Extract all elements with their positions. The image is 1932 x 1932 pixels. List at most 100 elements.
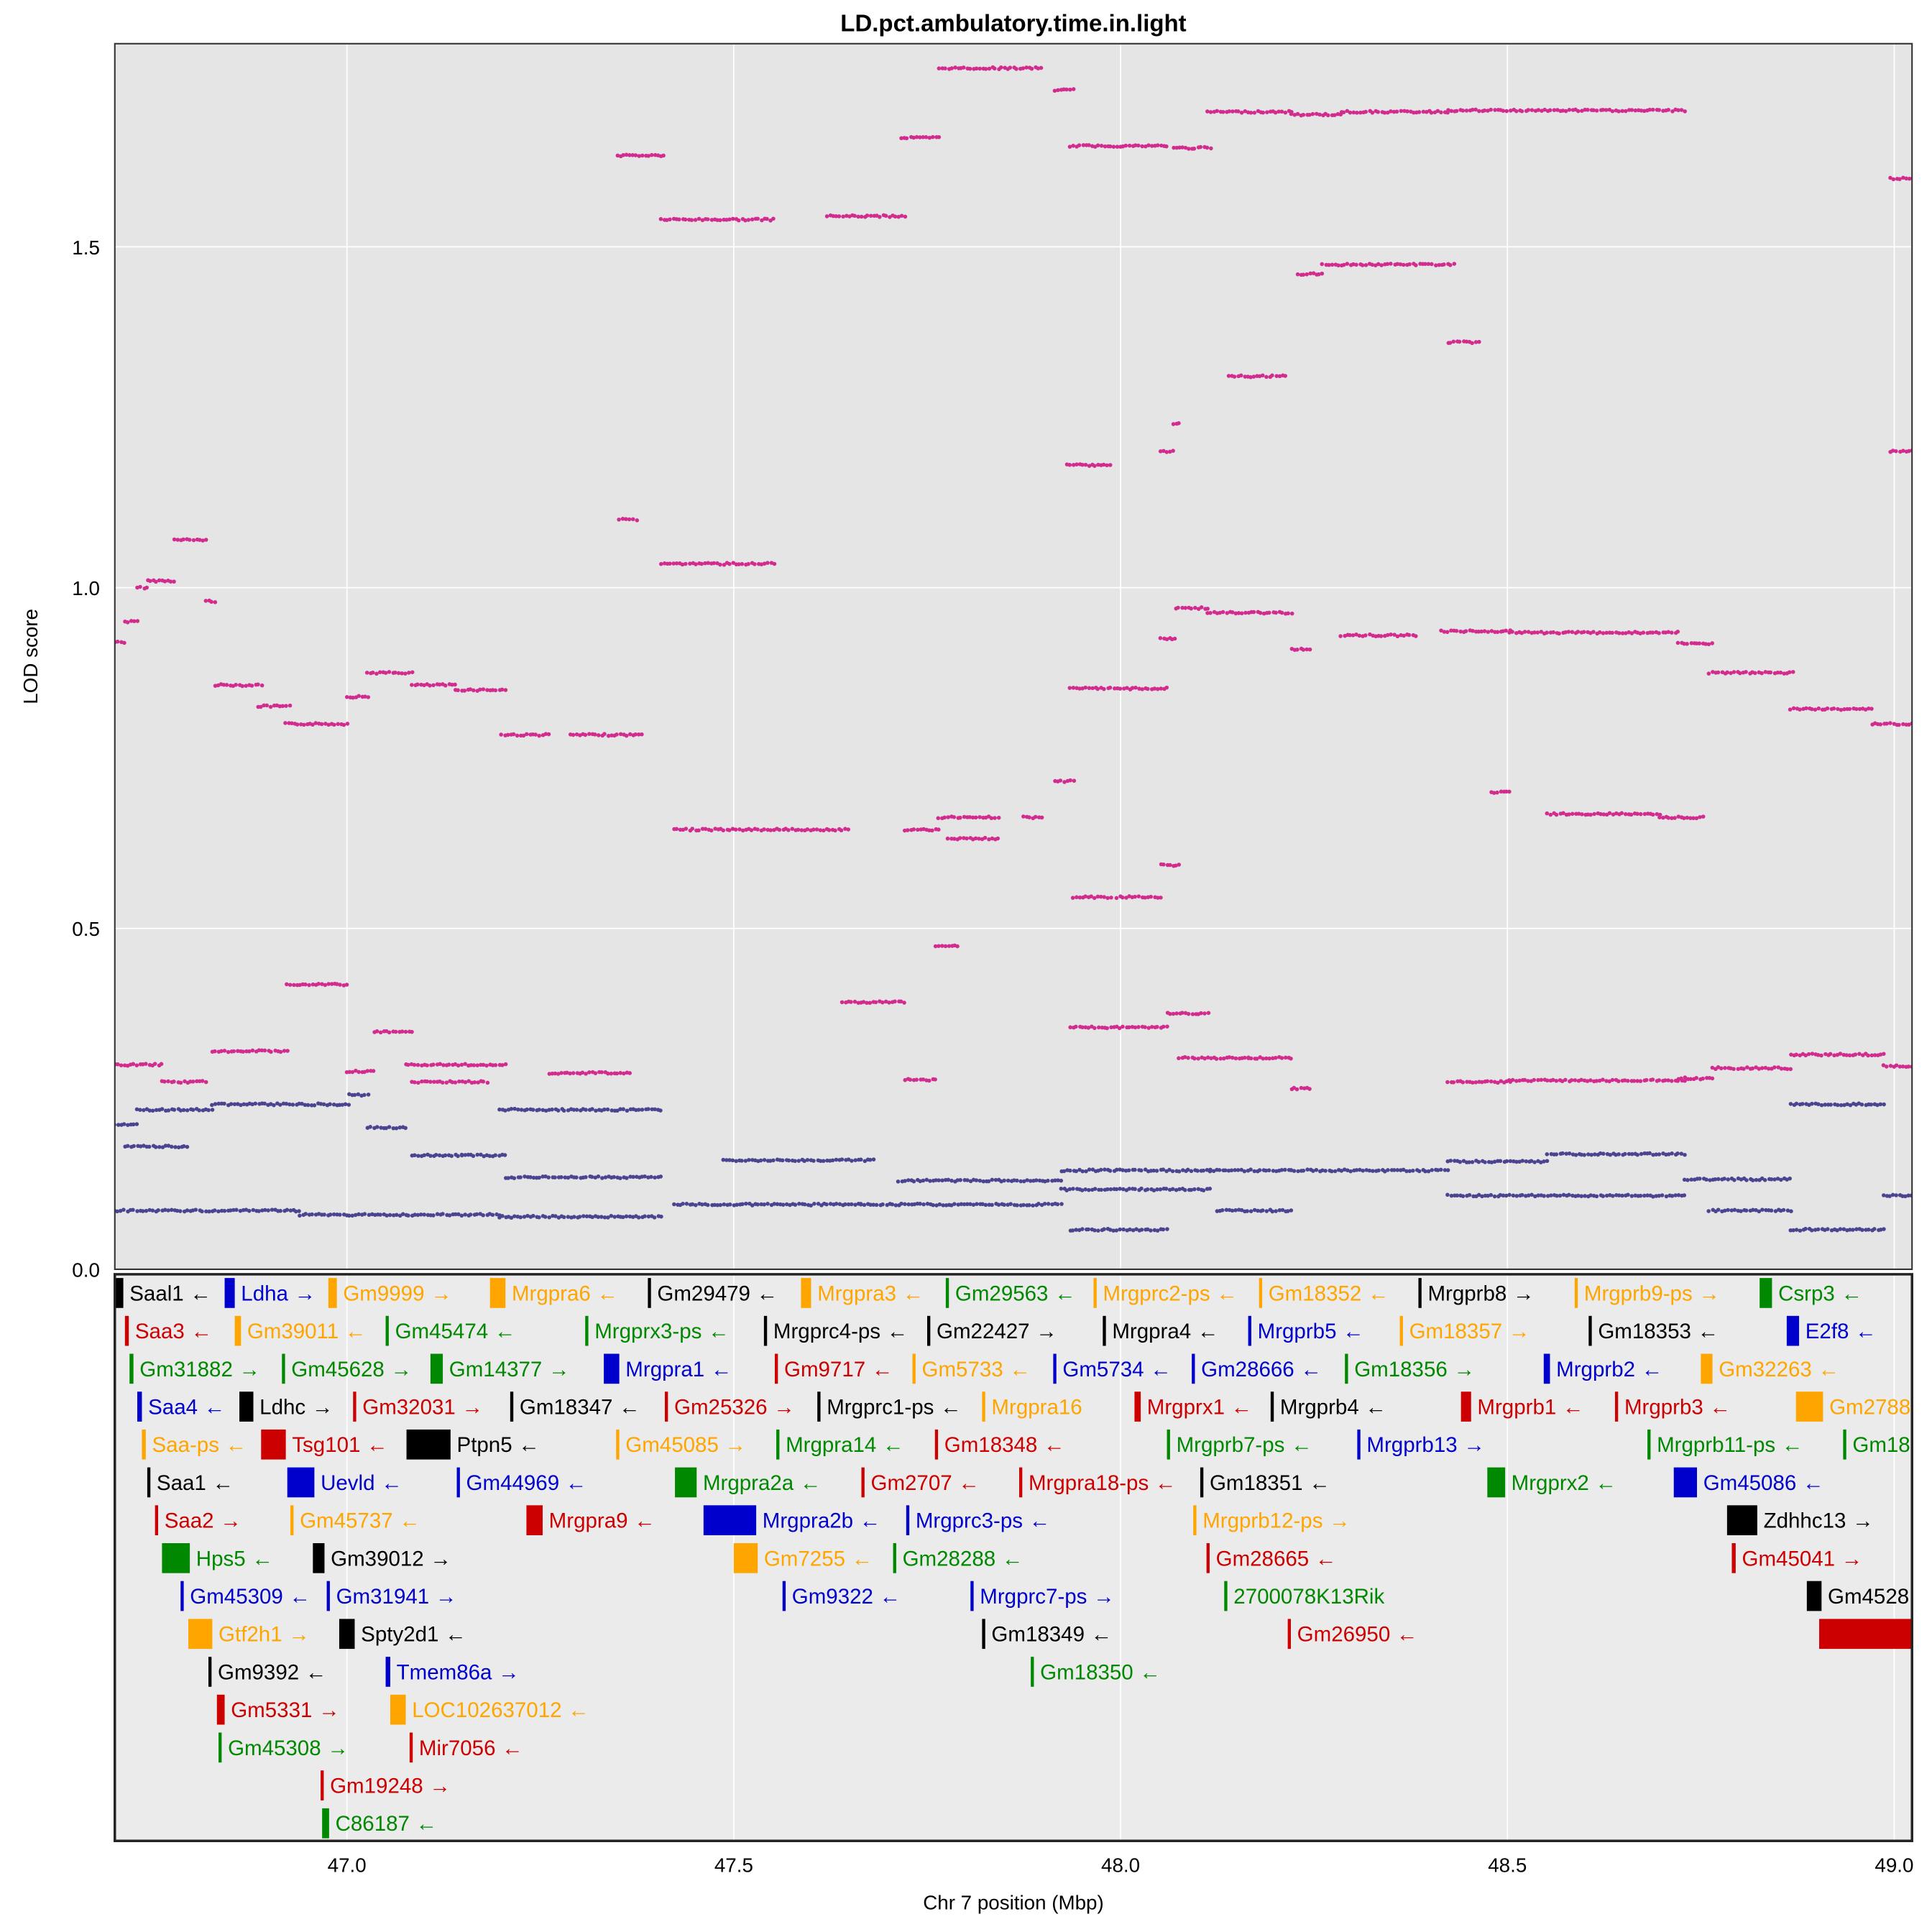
purple-point [190, 1108, 196, 1112]
strand-arrow-icon: ← [190, 1320, 212, 1343]
purple-point [596, 1215, 601, 1219]
pink-point [1471, 107, 1475, 112]
pink-point [1174, 863, 1178, 868]
pink-point [996, 815, 1001, 820]
pink-point [689, 218, 694, 222]
purple-point [1461, 1159, 1466, 1164]
strand-arrow-icon: ← [1782, 1433, 1803, 1457]
purple-point [422, 1213, 426, 1217]
purple-point [1208, 1169, 1213, 1174]
strand-arrow-icon: ← [518, 1433, 540, 1457]
purple-point [1791, 1228, 1795, 1233]
pink-point [481, 1080, 486, 1084]
pink-point [1068, 87, 1072, 92]
purple-point [1177, 1169, 1182, 1174]
gene-bar [1134, 1392, 1141, 1422]
pink-point [1155, 686, 1160, 691]
strand-arrow-icon: ← [1855, 1320, 1877, 1343]
purple-point [649, 1174, 653, 1179]
pink-point [1320, 271, 1325, 276]
pink-point [730, 827, 735, 831]
purple-point [1348, 1169, 1353, 1174]
pink-point [320, 982, 324, 986]
pink-point [1279, 610, 1284, 615]
pink-point [1673, 816, 1677, 820]
purple-point [906, 1178, 911, 1182]
pink-point [1209, 146, 1213, 151]
pink-point [1149, 894, 1153, 899]
pink-point [292, 983, 296, 988]
gene-name: Mrgpra18-ps [1029, 1471, 1149, 1495]
purple-point [805, 1158, 810, 1162]
pink-point [341, 722, 346, 727]
gene-label: Gm14377 → [449, 1358, 570, 1381]
pink-point [335, 982, 339, 986]
purple-point [1118, 1227, 1122, 1232]
purple-point [735, 1202, 739, 1207]
pink-point [1267, 610, 1271, 615]
strand-arrow-icon: ← [1368, 1282, 1389, 1305]
purple-point [531, 1213, 535, 1218]
strand-arrow-icon: → [312, 1395, 334, 1419]
purple-point [1673, 1193, 1678, 1197]
strand-arrow-icon: ← [1563, 1395, 1584, 1419]
pink-point [1451, 1080, 1456, 1085]
pink-point [1133, 685, 1138, 690]
purple-point [384, 1126, 389, 1131]
pink-point [1526, 1079, 1530, 1083]
purple-point [331, 1102, 336, 1107]
purple-point [1816, 1102, 1821, 1107]
pink-point [1311, 271, 1316, 275]
pink-point [1376, 109, 1380, 114]
purple-point [1869, 1102, 1874, 1107]
pink-point [1389, 632, 1393, 637]
pink-point [1504, 628, 1508, 633]
purple-point [1657, 1193, 1662, 1198]
pink-point [370, 670, 375, 675]
purple-point [1480, 1194, 1484, 1199]
pink-point [1670, 1079, 1674, 1083]
purple-point [1134, 1227, 1138, 1231]
pink-point [1083, 685, 1087, 690]
pink-point [1033, 814, 1038, 819]
purple-point [1277, 1208, 1282, 1213]
purple-point [924, 1177, 929, 1182]
purple-point [1842, 1103, 1846, 1108]
pink-point [1289, 111, 1294, 116]
pink-point [887, 1000, 891, 1005]
pink-point [1345, 109, 1350, 114]
purple-point [627, 1214, 632, 1219]
strand-arrow-icon: ← [708, 1320, 730, 1343]
purple-point [921, 1202, 926, 1207]
purple-point [837, 1202, 842, 1207]
pink-point [1548, 812, 1553, 817]
purple-point [630, 1215, 635, 1219]
pink-point [144, 585, 149, 590]
purple-point [403, 1126, 408, 1131]
gene-name: Gm45308 [228, 1736, 321, 1760]
pink-point [524, 732, 529, 737]
gene-name: Gm18353 [1598, 1320, 1691, 1343]
purple-point [715, 1202, 720, 1208]
pink-point [1105, 896, 1110, 901]
purple-point [1682, 1193, 1687, 1197]
purple-point [722, 1202, 727, 1207]
purple-point [743, 1159, 748, 1163]
gene-name: Tmem86a [397, 1660, 492, 1684]
pink-point [1463, 629, 1468, 633]
purple-point [1627, 1151, 1632, 1156]
pink-point [1276, 109, 1281, 114]
pink-point [1706, 671, 1711, 676]
pink-point [1171, 422, 1176, 426]
strand-arrow-icon: ← [1216, 1282, 1238, 1305]
pink-point [303, 982, 308, 987]
pink-point [1635, 1079, 1639, 1083]
pink-point [700, 218, 705, 223]
pink-point [750, 217, 755, 222]
strand-arrow-icon: ← [190, 1282, 211, 1305]
purple-point [200, 1209, 204, 1214]
strand-arrow-icon: → [1698, 1282, 1720, 1305]
pink-point [1446, 108, 1450, 112]
pink-point [990, 836, 995, 841]
pink-point [1385, 632, 1390, 638]
